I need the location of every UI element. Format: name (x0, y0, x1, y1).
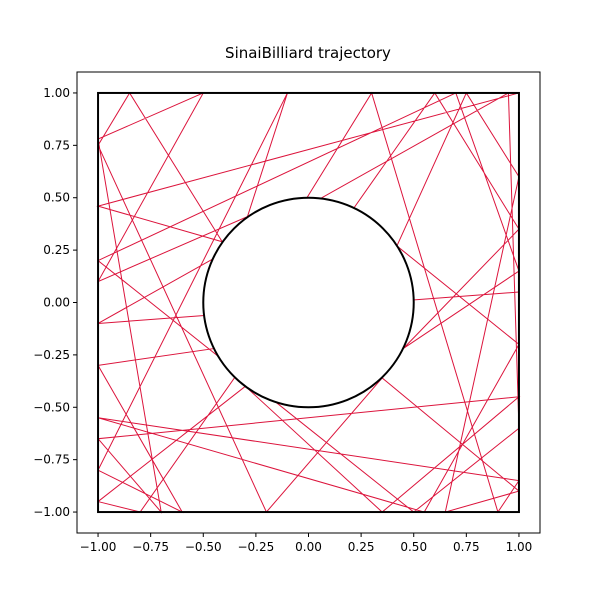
y-tick-label: 0.50 (43, 191, 70, 205)
x-tick-label: −1.00 (80, 540, 117, 554)
y-tick-label: −0.50 (33, 400, 70, 414)
x-tick-label: −0.50 (185, 540, 222, 554)
x-tick-label: −0.75 (132, 540, 169, 554)
y-tick-label: −1.00 (33, 505, 70, 519)
y-tick-label: −0.75 (33, 453, 70, 467)
chart-title: SinaiBilliard trajectory (225, 44, 391, 62)
circular-obstacle (202, 196, 415, 409)
billiard-box (97, 91, 520, 514)
x-tick-label: 0.00 (295, 540, 322, 554)
x-tick-label: 0.50 (400, 540, 427, 554)
y-tick-label: 0.00 (43, 296, 70, 310)
y-tick-label: −0.25 (33, 348, 70, 362)
x-tick-label: 0.25 (348, 540, 375, 554)
y-tick-label: 0.25 (43, 243, 70, 257)
x-tick-label: 1.00 (506, 540, 533, 554)
x-tick-label: 0.75 (453, 540, 480, 554)
y-tick-label: 1.00 (43, 86, 70, 100)
x-tick-label: −0.25 (237, 540, 274, 554)
y-tick-label: 0.75 (43, 138, 70, 152)
